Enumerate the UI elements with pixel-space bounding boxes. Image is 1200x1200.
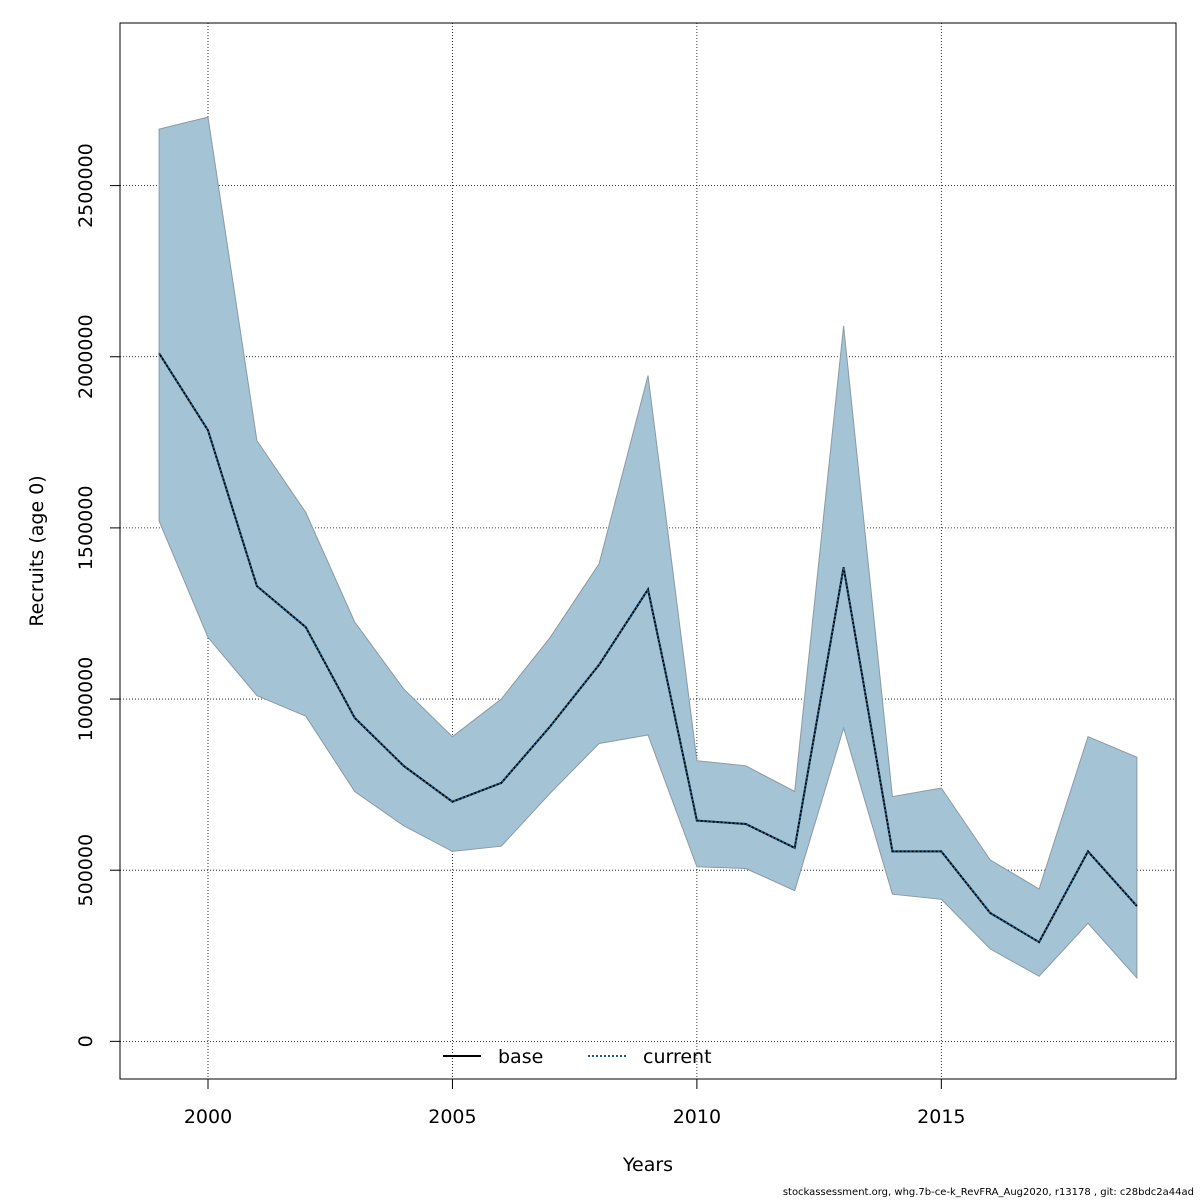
x-axis-title: Years (622, 1154, 673, 1176)
legend-label-base: base (498, 1046, 543, 1068)
y-tick-label: 500000 (75, 834, 97, 907)
series-layer (158, 352, 1138, 944)
footer-caption: stockassessment.org, whg.7b-ce-k_RevFRA_… (782, 1187, 1194, 1198)
x-axis: 2000 2005 2010 2015 (184, 1079, 966, 1128)
x-tick-label: 2010 (673, 1106, 721, 1128)
series-line-current (158, 352, 1138, 944)
legend-label-current: current (643, 1046, 712, 1068)
y-axis: 0 500000 1000000 1500000 2000000 2500000 (75, 143, 120, 1047)
y-tick-label: 0 (75, 1035, 97, 1047)
y-axis-title: Recruits (age 0) (26, 475, 48, 626)
y-tick-label: 1000000 (75, 657, 97, 742)
y-tick-label: 2500000 (75, 143, 97, 228)
legend: base current (443, 1046, 712, 1068)
x-tick-label: 2005 (428, 1106, 476, 1128)
y-tick-label: 2000000 (75, 314, 97, 399)
x-tick-label: 2000 (184, 1106, 232, 1128)
plot-frame (119, 22, 1177, 1080)
confidence-band (158, 116, 1138, 980)
y-tick-label: 1500000 (75, 486, 97, 571)
x-tick-label: 2015 (917, 1106, 965, 1128)
